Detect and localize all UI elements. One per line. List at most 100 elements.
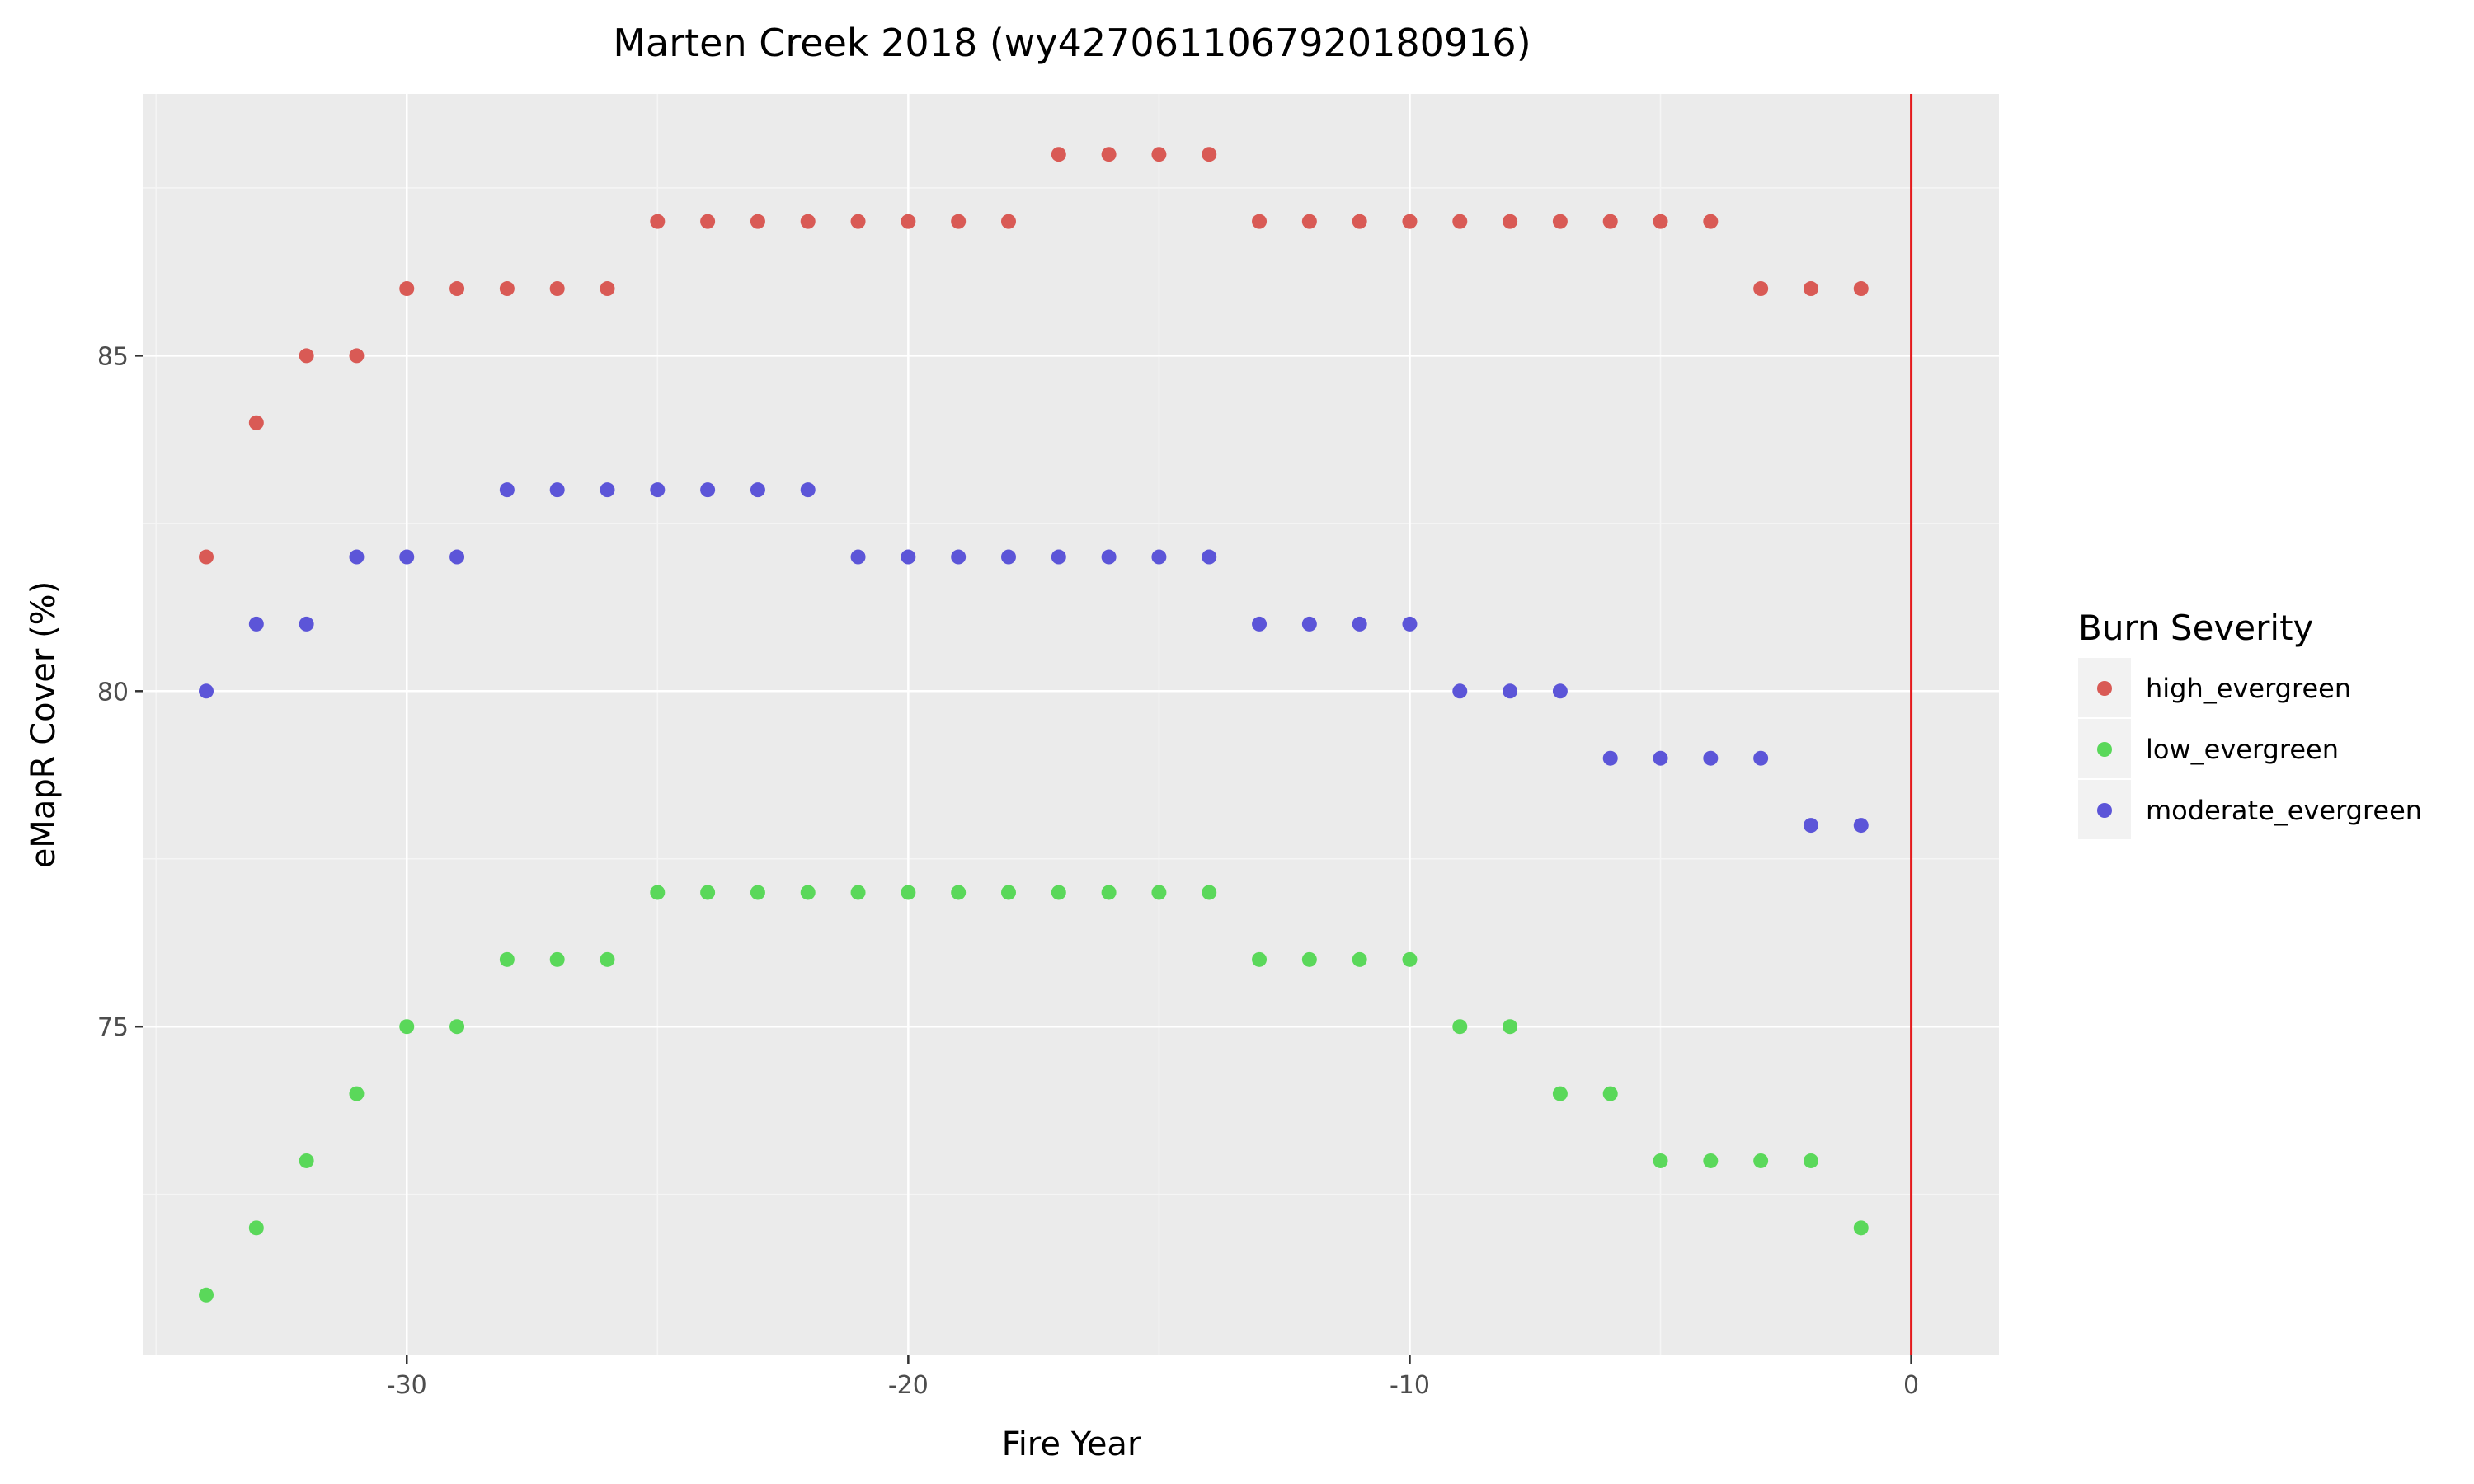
data-point xyxy=(1051,885,1066,900)
data-point xyxy=(951,549,967,565)
data-point xyxy=(399,549,415,565)
legend-swatch xyxy=(2097,681,2112,696)
x-tick-label: -30 xyxy=(387,1371,427,1400)
y-tick-label: 85 xyxy=(97,342,129,371)
data-point xyxy=(700,482,716,498)
x-tick-label: -20 xyxy=(888,1371,929,1400)
data-point xyxy=(800,214,816,229)
data-point xyxy=(248,1220,264,1236)
data-point xyxy=(1101,549,1117,565)
data-point xyxy=(901,549,916,565)
data-point xyxy=(850,549,866,565)
data-point xyxy=(1602,1086,1618,1101)
data-point xyxy=(248,616,264,632)
data-point xyxy=(1803,281,1818,297)
data-point xyxy=(600,281,615,297)
data-point xyxy=(1503,1019,1518,1035)
data-point xyxy=(1753,1153,1769,1168)
legend-label: high_evergreen xyxy=(2146,673,2351,704)
data-point xyxy=(1202,885,1217,900)
data-point xyxy=(1803,1153,1818,1168)
data-point xyxy=(1602,750,1618,766)
x-axis-label: Fire Year xyxy=(1002,1425,1141,1463)
data-point xyxy=(199,1287,214,1303)
legend-label: low_evergreen xyxy=(2146,734,2339,765)
legend-swatch xyxy=(2097,803,2112,818)
data-point xyxy=(1452,683,1468,699)
data-point xyxy=(1753,281,1769,297)
data-point xyxy=(299,616,314,632)
data-point xyxy=(1101,885,1117,900)
data-point xyxy=(1602,214,1618,229)
data-point xyxy=(1252,951,1268,967)
data-point xyxy=(951,885,967,900)
data-point xyxy=(1051,147,1066,162)
data-point xyxy=(299,348,314,364)
y-tick-label: 80 xyxy=(97,678,129,707)
data-point xyxy=(850,214,866,229)
data-point xyxy=(700,885,716,900)
data-point xyxy=(600,482,615,498)
data-point xyxy=(399,281,415,297)
data-point xyxy=(1653,1153,1668,1168)
data-point xyxy=(700,214,716,229)
x-tick-label: -10 xyxy=(1390,1371,1430,1400)
legend-swatch xyxy=(2097,742,2112,757)
series-low_evergreen xyxy=(199,885,1869,1303)
data-point xyxy=(1703,750,1719,766)
data-point xyxy=(1503,683,1518,699)
data-point xyxy=(1202,147,1217,162)
data-point xyxy=(1552,214,1568,229)
data-point xyxy=(1352,214,1367,229)
data-point xyxy=(349,1086,365,1101)
legend-item: low_evergreen xyxy=(2078,719,2339,778)
plot-panel xyxy=(143,94,1999,1355)
chart-title: Marten Creek 2018 (wy4270611067920180916… xyxy=(613,21,1531,65)
data-point xyxy=(1101,147,1117,162)
data-point xyxy=(1000,885,1016,900)
data-point xyxy=(199,549,214,565)
data-point xyxy=(549,482,565,498)
x-tick-label: 0 xyxy=(1903,1371,1919,1400)
y-axis: 75 80 85 xyxy=(97,342,143,1042)
data-point xyxy=(1301,616,1317,632)
y-axis-label: eMapR Cover (%) xyxy=(25,581,63,869)
data-point xyxy=(1552,1086,1568,1101)
data-point xyxy=(499,951,515,967)
data-point xyxy=(800,885,816,900)
series-moderate_evergreen xyxy=(199,482,1869,834)
data-point xyxy=(1151,885,1167,900)
legend-items: high_evergreen low_evergreen moderate_ever… xyxy=(2078,658,2422,839)
data-point xyxy=(650,885,666,900)
data-point xyxy=(1051,549,1066,565)
data-point xyxy=(1352,951,1367,967)
data-point xyxy=(1301,951,1317,967)
legend-item: moderate_evergreen xyxy=(2078,780,2422,839)
data-point xyxy=(1301,214,1317,229)
data-point xyxy=(549,951,565,967)
data-point xyxy=(750,885,765,900)
data-point xyxy=(349,348,365,364)
data-point xyxy=(1000,214,1016,229)
minor-gridlines xyxy=(143,94,1999,1355)
data-point xyxy=(1803,818,1818,834)
data-point xyxy=(750,482,765,498)
data-point xyxy=(750,214,765,229)
data-point xyxy=(1151,549,1167,565)
legend-title: Burn Severity xyxy=(2078,608,2313,648)
data-point xyxy=(1653,214,1668,229)
data-point xyxy=(248,415,264,430)
data-point xyxy=(650,482,666,498)
data-point xyxy=(1000,549,1016,565)
data-point xyxy=(549,281,565,297)
data-point xyxy=(1402,616,1418,632)
data-point xyxy=(901,214,916,229)
data-point xyxy=(449,549,465,565)
data-point xyxy=(1853,281,1869,297)
data-point xyxy=(1151,147,1167,162)
data-point xyxy=(1452,1019,1468,1035)
y-tick-label: 75 xyxy=(97,1013,129,1042)
x-axis: -30 -20 -10 0 xyxy=(387,1355,1919,1400)
data-point xyxy=(1703,1153,1719,1168)
